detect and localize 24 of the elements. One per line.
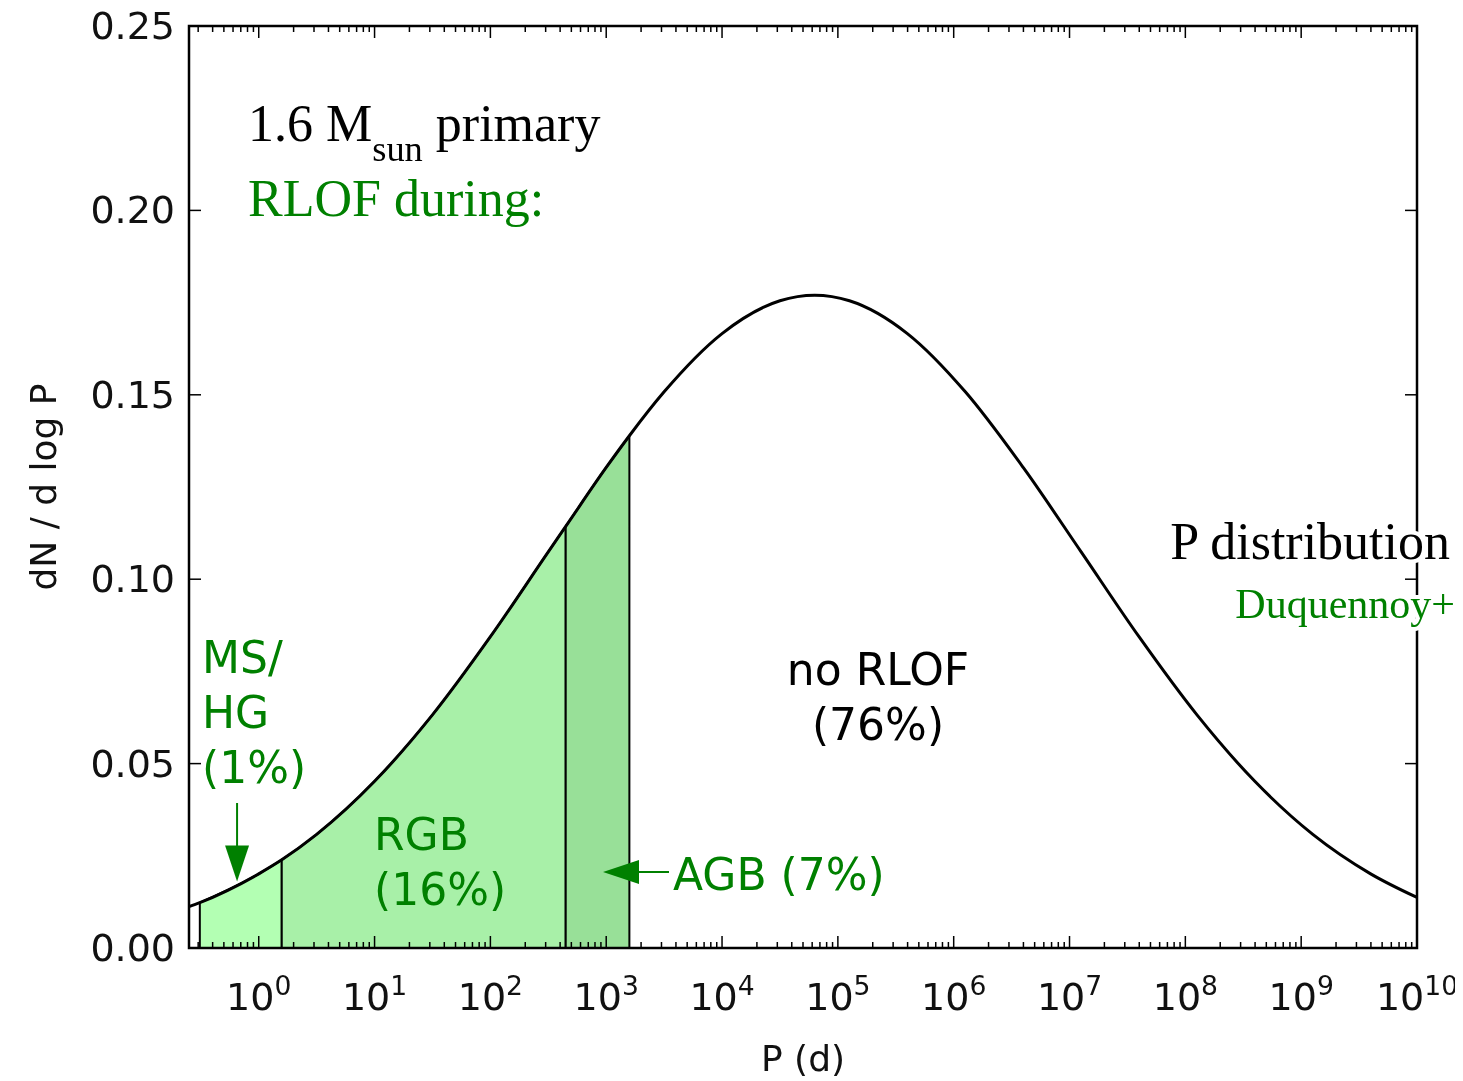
y-tick-label: 0.10 <box>90 557 175 602</box>
annotation: RGB (16%) <box>374 809 507 915</box>
y-tick-label: 0.25 <box>90 4 175 48</box>
annotation: AGB (7%) <box>673 849 885 900</box>
y-tick-label: 0.05 <box>90 741 175 786</box>
y-tick-label: 0.15 <box>90 372 175 417</box>
y-tick-label: 0.00 <box>90 926 175 970</box>
x-tick-label: 10$^{4}$ <box>689 969 755 1019</box>
x-tick-label: 10$^{3}$ <box>573 969 639 1019</box>
annotation: 1.6 M$_{sun}$ primary <box>248 95 601 169</box>
annotation: RLOF during: <box>248 170 545 227</box>
y-tick-label: 0.20 <box>90 188 175 233</box>
x-tick-label: 10$^{0}$ <box>226 969 292 1019</box>
annotation: no RLOF (76%) <box>786 644 970 750</box>
x-tick-label: 10$^{9}$ <box>1268 969 1334 1019</box>
x-axis-title: P (d) <box>760 1038 846 1079</box>
x-tick-label: 10$^{1}$ <box>341 969 408 1019</box>
x-tick-label: 10$^{6}$ <box>921 969 987 1019</box>
y-axis-title: dN / d log P <box>23 383 64 591</box>
x-tick-label: 10$^{8}$ <box>1152 969 1218 1019</box>
annotation: MS/ HG (1%) <box>202 632 307 793</box>
x-tick-label: 10$^{2}$ <box>457 969 524 1019</box>
x-tick-label: 10$^{5}$ <box>805 969 871 1019</box>
x-tick-label: 10$^{7}$ <box>1036 969 1103 1019</box>
